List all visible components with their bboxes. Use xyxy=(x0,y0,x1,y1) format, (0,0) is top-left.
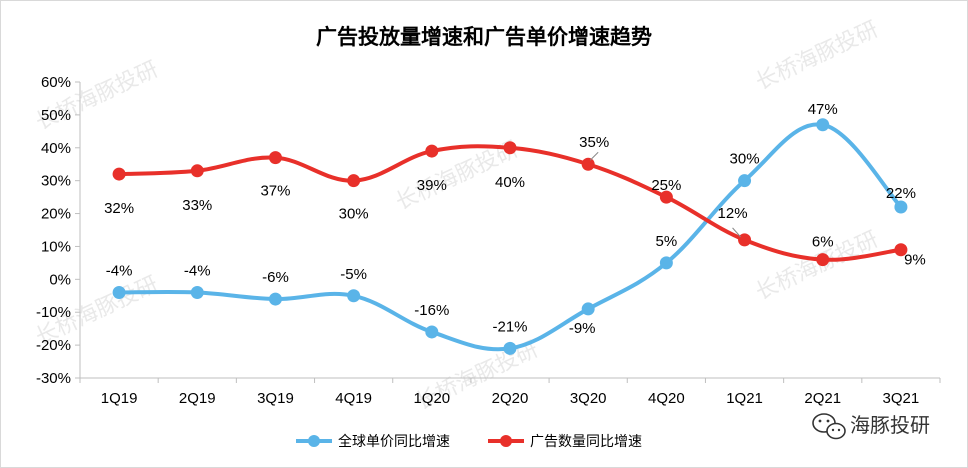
series-ad-count-data-label: 25% xyxy=(651,177,681,194)
y-tick-label: -20% xyxy=(36,337,71,354)
series-global-price-point xyxy=(816,118,830,132)
y-tick-label: -30% xyxy=(36,370,71,387)
series-ad-count-data-label: 32% xyxy=(104,200,134,217)
series-global-price-data-label: 47% xyxy=(808,101,838,118)
y-tick-label: 30% xyxy=(41,173,71,190)
series-global-price-legend-label: 全球单价同比增速 xyxy=(338,433,450,450)
y-tick-label: 0% xyxy=(49,271,71,288)
series-global-price-data-label: -4% xyxy=(184,262,211,279)
series-global-price-data-label: -5% xyxy=(340,266,367,283)
series-global-price-point xyxy=(894,200,908,214)
series-ad-count-data-label: 9% xyxy=(904,252,926,269)
x-tick-label: 3Q20 xyxy=(570,390,607,407)
series-ad-count-point xyxy=(659,190,673,204)
y-tick-label: 50% xyxy=(41,107,71,124)
series-ad-count-point xyxy=(425,144,439,158)
series-ad-count-data-label: 12% xyxy=(718,205,748,222)
x-tick-label: 2Q20 xyxy=(492,390,529,407)
series-ad-count-data-label: 37% xyxy=(260,183,290,200)
series-global-price-point xyxy=(268,292,282,306)
y-tick-label: -10% xyxy=(36,304,71,321)
series-global-price-data-label: -9% xyxy=(569,320,596,337)
x-tick-label: 4Q20 xyxy=(648,390,685,407)
series-global-price-point xyxy=(581,302,595,316)
series-ad-count-point xyxy=(816,253,830,267)
series-global-price-point xyxy=(347,289,361,303)
data-labels: -4% -4% -6% -5% -16% -21% -9% 5% 30% 47% 22% 32% 33%… xyxy=(104,101,926,337)
x-tick-label: 4Q19 xyxy=(335,390,372,407)
series-global-price-point xyxy=(425,325,439,339)
y-tick-label: 40% xyxy=(41,140,71,157)
chart-title: 广告投放量增速和广告单价增速趋势 xyxy=(316,25,652,49)
series-global-price-data-label: -21% xyxy=(492,318,527,335)
series-ad-count-data-label: 30% xyxy=(339,206,369,223)
series-ad-count-legend-marker xyxy=(500,435,512,447)
series-ad-count-data-label: 40% xyxy=(495,174,525,191)
series-global-price-point xyxy=(738,174,752,188)
y-tick-label: 20% xyxy=(41,206,71,223)
series-ad-count-point xyxy=(503,141,517,155)
series-global-price-data-label: 22% xyxy=(886,185,916,202)
series-global-price-data-label: 30% xyxy=(730,151,760,168)
y-tick-label: 60% xyxy=(41,74,71,91)
series-ad-count-point xyxy=(112,167,126,181)
x-tick-label: 1Q20 xyxy=(413,390,450,407)
series-global-price-data-label: 5% xyxy=(656,233,678,250)
series-global-price-point xyxy=(190,285,204,299)
series-ad-count-point xyxy=(581,157,595,171)
wechat-icon xyxy=(812,413,846,440)
series-ad-count-data-label: 6% xyxy=(812,234,834,251)
legend: 全球单价同比增速 广告数量同比增速 xyxy=(296,433,642,450)
brand-name: 海豚投研 xyxy=(850,413,930,437)
series-global-price-point xyxy=(112,285,126,299)
x-tick-label: 3Q21 xyxy=(883,390,920,407)
brand: 海豚投研 xyxy=(812,413,930,440)
series-layer xyxy=(112,118,908,355)
y-tick-label: 10% xyxy=(41,238,71,255)
series-global-price-point xyxy=(503,341,517,355)
label-leader-line xyxy=(589,151,599,161)
x-tick-label: 1Q21 xyxy=(726,390,763,407)
watermark-text: 长桥海豚投研 xyxy=(752,17,882,95)
series-global-price-point xyxy=(659,256,673,270)
series-ad-count-point xyxy=(347,174,361,188)
series-ad-count-point xyxy=(190,164,204,178)
x-tick-label: 3Q19 xyxy=(257,390,294,407)
series-global-price-legend-marker xyxy=(308,435,320,447)
series-global-price-line xyxy=(117,122,903,352)
series-ad-count-point xyxy=(894,243,908,257)
series-ad-count-data-label: 35% xyxy=(579,134,609,151)
series-global-price-data-label: -4% xyxy=(106,262,133,279)
label-leader-line xyxy=(732,227,741,238)
series-ad-count-data-label: 39% xyxy=(417,177,447,194)
series-ad-count-data-label: 33% xyxy=(182,197,212,214)
series-ad-count-point xyxy=(738,233,752,247)
axes: -30% -20% -10% 0% 10% 20% 30% 40% 50% 60% 1Q19 2Q19… xyxy=(36,74,941,407)
series-global-price-data-label: -6% xyxy=(262,269,289,286)
series-ad-count-point xyxy=(268,151,282,165)
series-ad-count-legend-label: 广告数量同比增速 xyxy=(530,434,642,450)
x-tick-label: 1Q19 xyxy=(101,390,138,407)
series-global-price-data-label: -16% xyxy=(414,302,449,319)
x-tick-label: 2Q19 xyxy=(179,390,216,407)
x-tick-label: 2Q21 xyxy=(804,390,841,407)
